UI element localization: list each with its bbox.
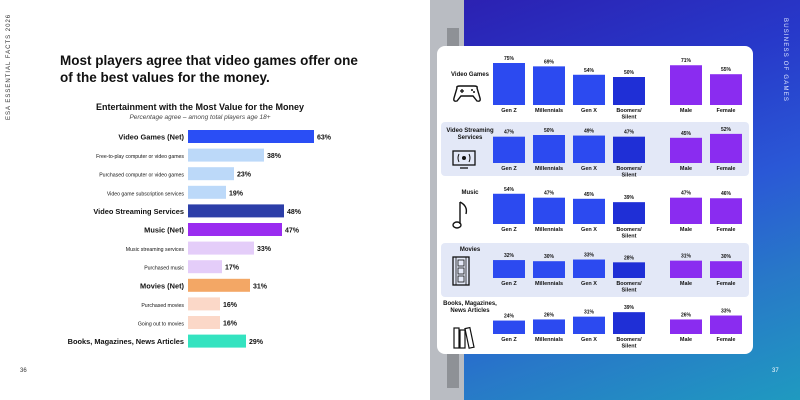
value-label: 63% [317,135,332,142]
tv-icon [452,150,476,169]
value-label: 17% [225,265,240,272]
category-label: Video game subscription services [107,191,185,197]
category-label: Going out to movies [138,322,185,328]
gamepad-icon [453,85,481,102]
category-label: Books, Magazines, News Articles [68,337,184,346]
category-label: Music (Net) [144,226,184,235]
music-note-icon [452,201,468,229]
bar [188,167,234,181]
category-label: Free-to-play computer or video games [96,154,184,160]
page-number-left: 36 [20,368,27,374]
value-label: 48% [287,209,302,216]
value-label: 16% [223,321,238,328]
value-label: 33% [257,246,272,253]
panel-label-music: Music [461,190,479,196]
bar [188,241,254,255]
left-page [0,0,400,400]
value-label: 38% [267,153,282,160]
value-label: 16% [223,302,238,309]
panel-label-video-games: Video Games [451,72,489,78]
category-label: Video Games (Net) [118,133,184,142]
category-label: Purchased music [144,266,184,272]
category-label: Music streaming services [126,247,185,253]
value-label: 29% [249,339,264,346]
panel-label-books: Books, Magazines, News Articles [443,301,497,314]
books-icon [453,326,475,349]
bar [188,148,264,162]
panel-label-movies: Movies [459,247,481,253]
bar [188,278,250,292]
bar [188,260,222,274]
bar [188,297,220,311]
value-label: 47% [285,228,300,235]
bar [188,130,314,143]
film-strip-icon [452,256,470,286]
side-label-right: BUSINESS OF GAMES [782,18,788,103]
chart-title: Entertainment with the Most Value for th… [95,102,305,112]
bar [188,223,282,236]
side-label-left: ESA ESSENTIAL FACTS 2026 [6,13,12,120]
panel-label-streaming: Video Streaming Services [446,128,494,141]
left-bar-chart: Video Games (Net) 63% Free-to-play compute… [68,130,332,348]
category-label: Purchased movies [141,303,184,309]
bar [188,204,284,218]
chart-subtitle: Percentage agree – among total players a… [129,114,271,121]
value-label: 19% [229,190,244,197]
bar [188,316,220,329]
value-label: 31% [253,283,268,290]
category-label: Movies (Net) [140,281,184,290]
bar [188,334,246,348]
page-number-right: 37 [772,368,779,374]
value-label: 23% [237,172,252,179]
category-label: Video Streaming Services [93,207,184,216]
category-label: Purchased computer or video games [99,173,184,179]
page-headline: Most players agree that video games offe… [60,53,358,85]
bar [188,185,226,199]
